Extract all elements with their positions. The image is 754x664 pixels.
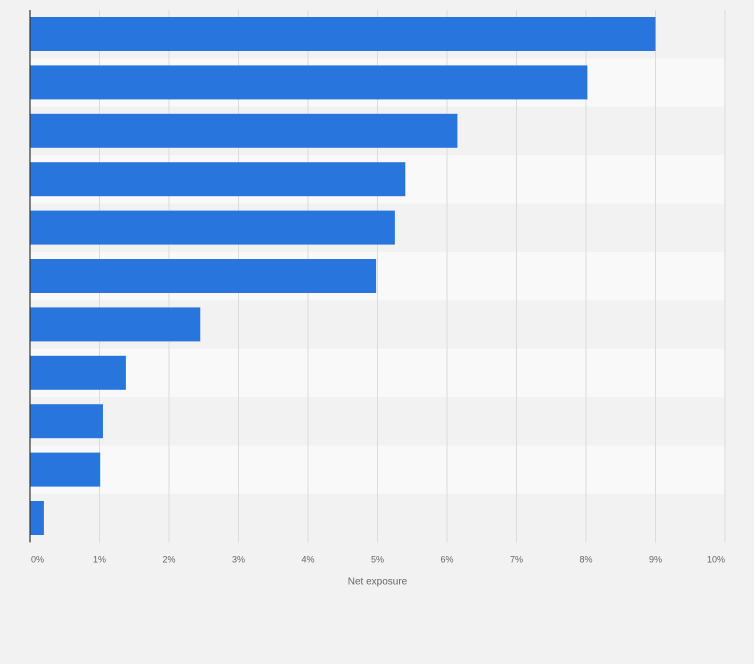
bar — [30, 307, 201, 342]
bar — [30, 501, 44, 535]
x-tick-label: 10% — [707, 554, 725, 564]
x-tick-label: 1% — [93, 554, 106, 564]
bar — [30, 452, 101, 487]
x-axis-label: Net exposure — [348, 576, 408, 587]
x-tick-labels: 0% 1% 2% 3% 4% 5% 6% 7% 8% 9% 10% — [31, 554, 725, 564]
x-tick-label: 2% — [162, 554, 175, 564]
x-tick-label: 0% — [31, 554, 44, 564]
x-tick-label: 7% — [510, 554, 523, 564]
bar — [30, 113, 458, 148]
x-tick-label: 9% — [649, 554, 662, 564]
x-tick-label: 8% — [579, 554, 592, 564]
bar — [30, 355, 126, 390]
bar — [30, 259, 377, 293]
bar — [30, 404, 103, 439]
bars — [30, 17, 656, 535]
x-tick-label: 3% — [232, 554, 245, 564]
x-tick-label: 4% — [301, 554, 314, 564]
bar — [30, 65, 588, 100]
bar — [30, 17, 656, 51]
x-tick-label: 5% — [371, 554, 384, 564]
bar — [30, 210, 395, 245]
x-tick-label: 6% — [440, 554, 453, 564]
bar — [30, 162, 406, 197]
